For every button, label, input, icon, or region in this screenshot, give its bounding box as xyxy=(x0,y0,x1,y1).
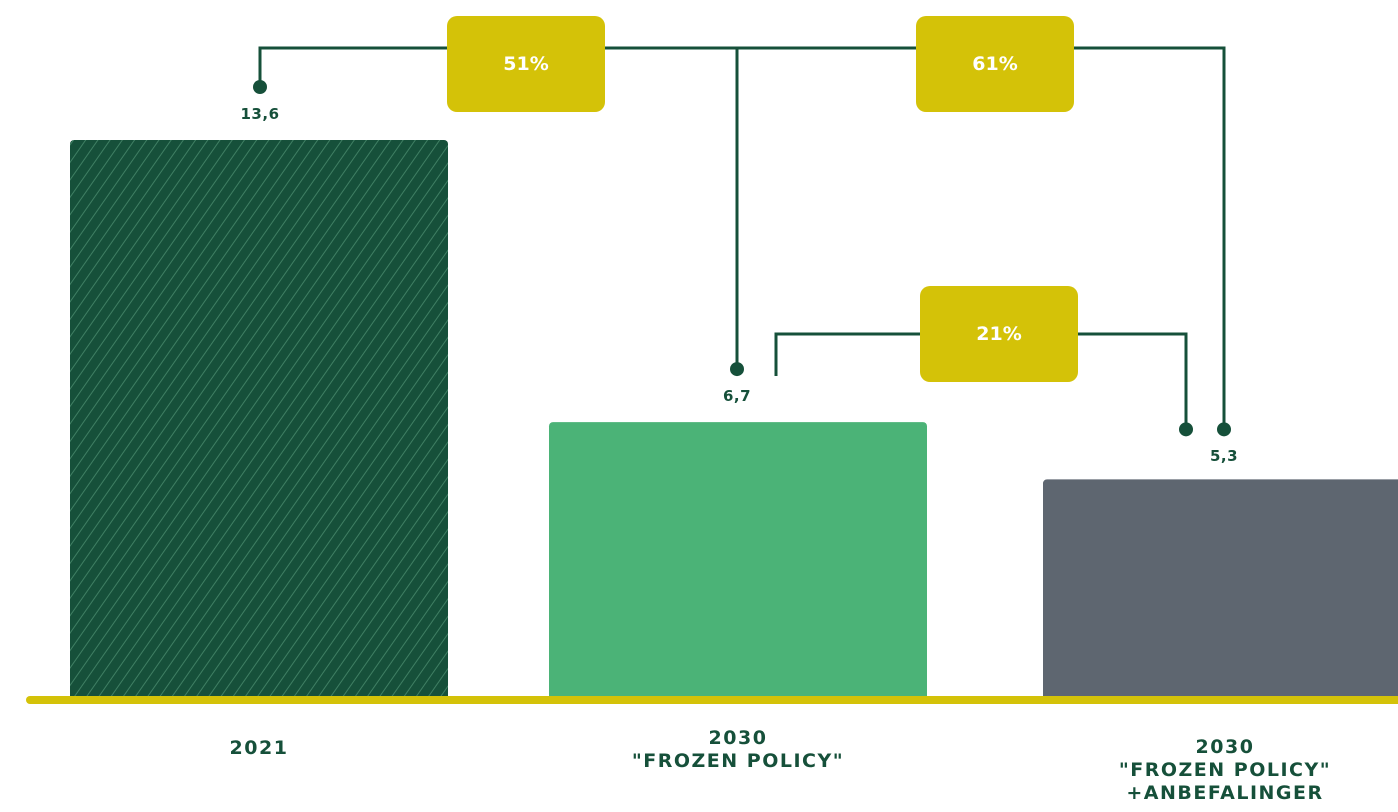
category-label-0-line-0: 2021 xyxy=(229,737,289,759)
connector-dot-2b xyxy=(1179,422,1193,437)
bar-2 xyxy=(1043,479,1398,700)
connector-top xyxy=(258,46,1226,430)
value-label-0: 13,6 xyxy=(240,105,280,123)
category-label-2: 2030 "FROZEN POLICY" +ANBEFALINGER xyxy=(1119,736,1331,805)
category-label-2-line-2: +ANBEFALINGER xyxy=(1126,782,1324,804)
category-label-2-line-0: 2030 xyxy=(1195,736,1255,758)
bar-0 xyxy=(70,140,448,700)
change-badge-0: 51% xyxy=(447,16,605,112)
category-label-2-line-1: "FROZEN POLICY" xyxy=(1118,759,1332,781)
change-badge-2: 21% xyxy=(920,286,1078,382)
category-label-0: 2021 xyxy=(230,737,289,760)
category-label-1: 2030 "FROZEN POLICY" xyxy=(632,727,844,773)
value-label-1: 6,7 xyxy=(722,387,752,406)
connector-dot-1 xyxy=(730,362,744,377)
value-label-2: 5,3 xyxy=(1209,447,1239,466)
connector-dot-0 xyxy=(253,80,267,94)
bar-1 xyxy=(549,422,927,700)
category-label-1-line-0: 2030 xyxy=(708,727,768,749)
category-label-1-line-1: "FROZEN POLICY" xyxy=(631,750,845,772)
connector-dot-2 xyxy=(1217,422,1231,437)
change-badge-1: 61% xyxy=(916,16,1074,112)
